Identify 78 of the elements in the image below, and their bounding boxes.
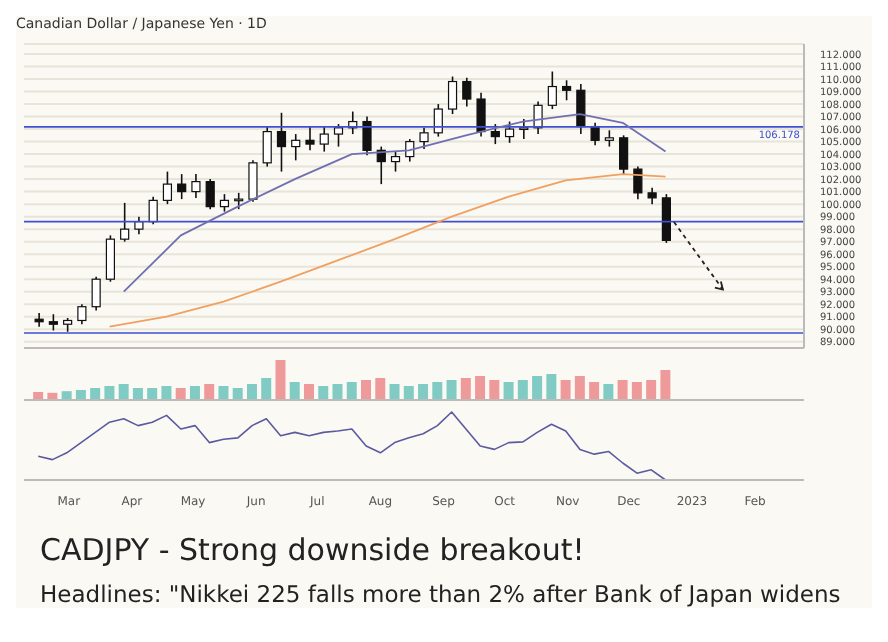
candlestick: [576, 83, 586, 135]
bar: [532, 376, 543, 400]
candlestick: [661, 193, 671, 244]
bar: [517, 380, 528, 400]
text: Headlines: "Nikkei 225 falls more than 2% after Bank of Japan widens: [40, 580, 843, 608]
bar: [631, 382, 642, 400]
bar: [147, 388, 158, 400]
bar: [389, 384, 400, 400]
candlestick: [291, 133, 301, 162]
candlestick: [433, 103, 443, 138]
bar: [603, 384, 614, 400]
bar: [189, 386, 200, 400]
bar: [261, 378, 272, 400]
candlestick: [34, 312, 44, 328]
bar: [118, 384, 129, 400]
candlestick: [619, 134, 629, 175]
bar: [161, 386, 172, 400]
candlestick: [476, 91, 486, 138]
bar: [175, 388, 186, 400]
bar: [275, 360, 286, 400]
candlestick: [91, 275, 101, 312]
bar: [646, 380, 657, 400]
bar: [432, 382, 443, 400]
candlestick: [305, 125, 315, 152]
candlestick: [120, 202, 130, 243]
candlestick: [105, 234, 116, 283]
candlestick: [419, 127, 429, 150]
bar: [503, 382, 514, 400]
bar: [375, 378, 386, 400]
candlestick: [77, 303, 87, 326]
bar: [246, 384, 257, 400]
bar: [218, 386, 229, 400]
bar: [403, 386, 414, 400]
candlestick: [162, 170, 173, 205]
bar: [617, 380, 628, 400]
candlestick: [191, 173, 201, 199]
bar: [446, 380, 457, 400]
candlestick: [177, 173, 187, 200]
candlestick: [148, 195, 158, 225]
bar: [574, 376, 585, 400]
candlestick: [262, 125, 272, 168]
candlestick: [490, 123, 500, 145]
bar: [132, 388, 143, 400]
bar: [589, 382, 600, 400]
bar: [460, 378, 471, 400]
candlestick: [462, 76, 472, 108]
candlestick: [276, 112, 287, 173]
bar: [489, 380, 500, 400]
bar: [204, 384, 215, 400]
candlestick: [633, 165, 643, 200]
candlestick: [248, 159, 258, 203]
candlestick: [362, 115, 372, 157]
bar: [303, 384, 314, 400]
bar: [332, 384, 343, 400]
candlestick: [205, 178, 215, 210]
bar: [346, 382, 357, 400]
candlestick: [547, 70, 557, 110]
bar: [660, 370, 671, 400]
bar: [61, 391, 72, 400]
bar: [289, 382, 300, 400]
candlestick: [447, 75, 458, 115]
bar: [104, 386, 115, 400]
text: CADJPY - Strong downside breakout!: [40, 532, 587, 568]
bar: [318, 386, 329, 400]
candlestick: [319, 125, 329, 153]
bar: [90, 388, 101, 400]
bar: [560, 380, 571, 400]
bar: [232, 388, 243, 400]
bar: [75, 390, 86, 400]
candlestick: [390, 150, 401, 173]
candlestick: [333, 123, 344, 148]
bar: [418, 384, 429, 400]
candlestick: [562, 79, 572, 102]
bar: [475, 376, 486, 400]
candlestick: [590, 122, 600, 147]
bar: [361, 380, 372, 400]
bar: [546, 374, 557, 400]
line-series: [108, 173, 667, 328]
